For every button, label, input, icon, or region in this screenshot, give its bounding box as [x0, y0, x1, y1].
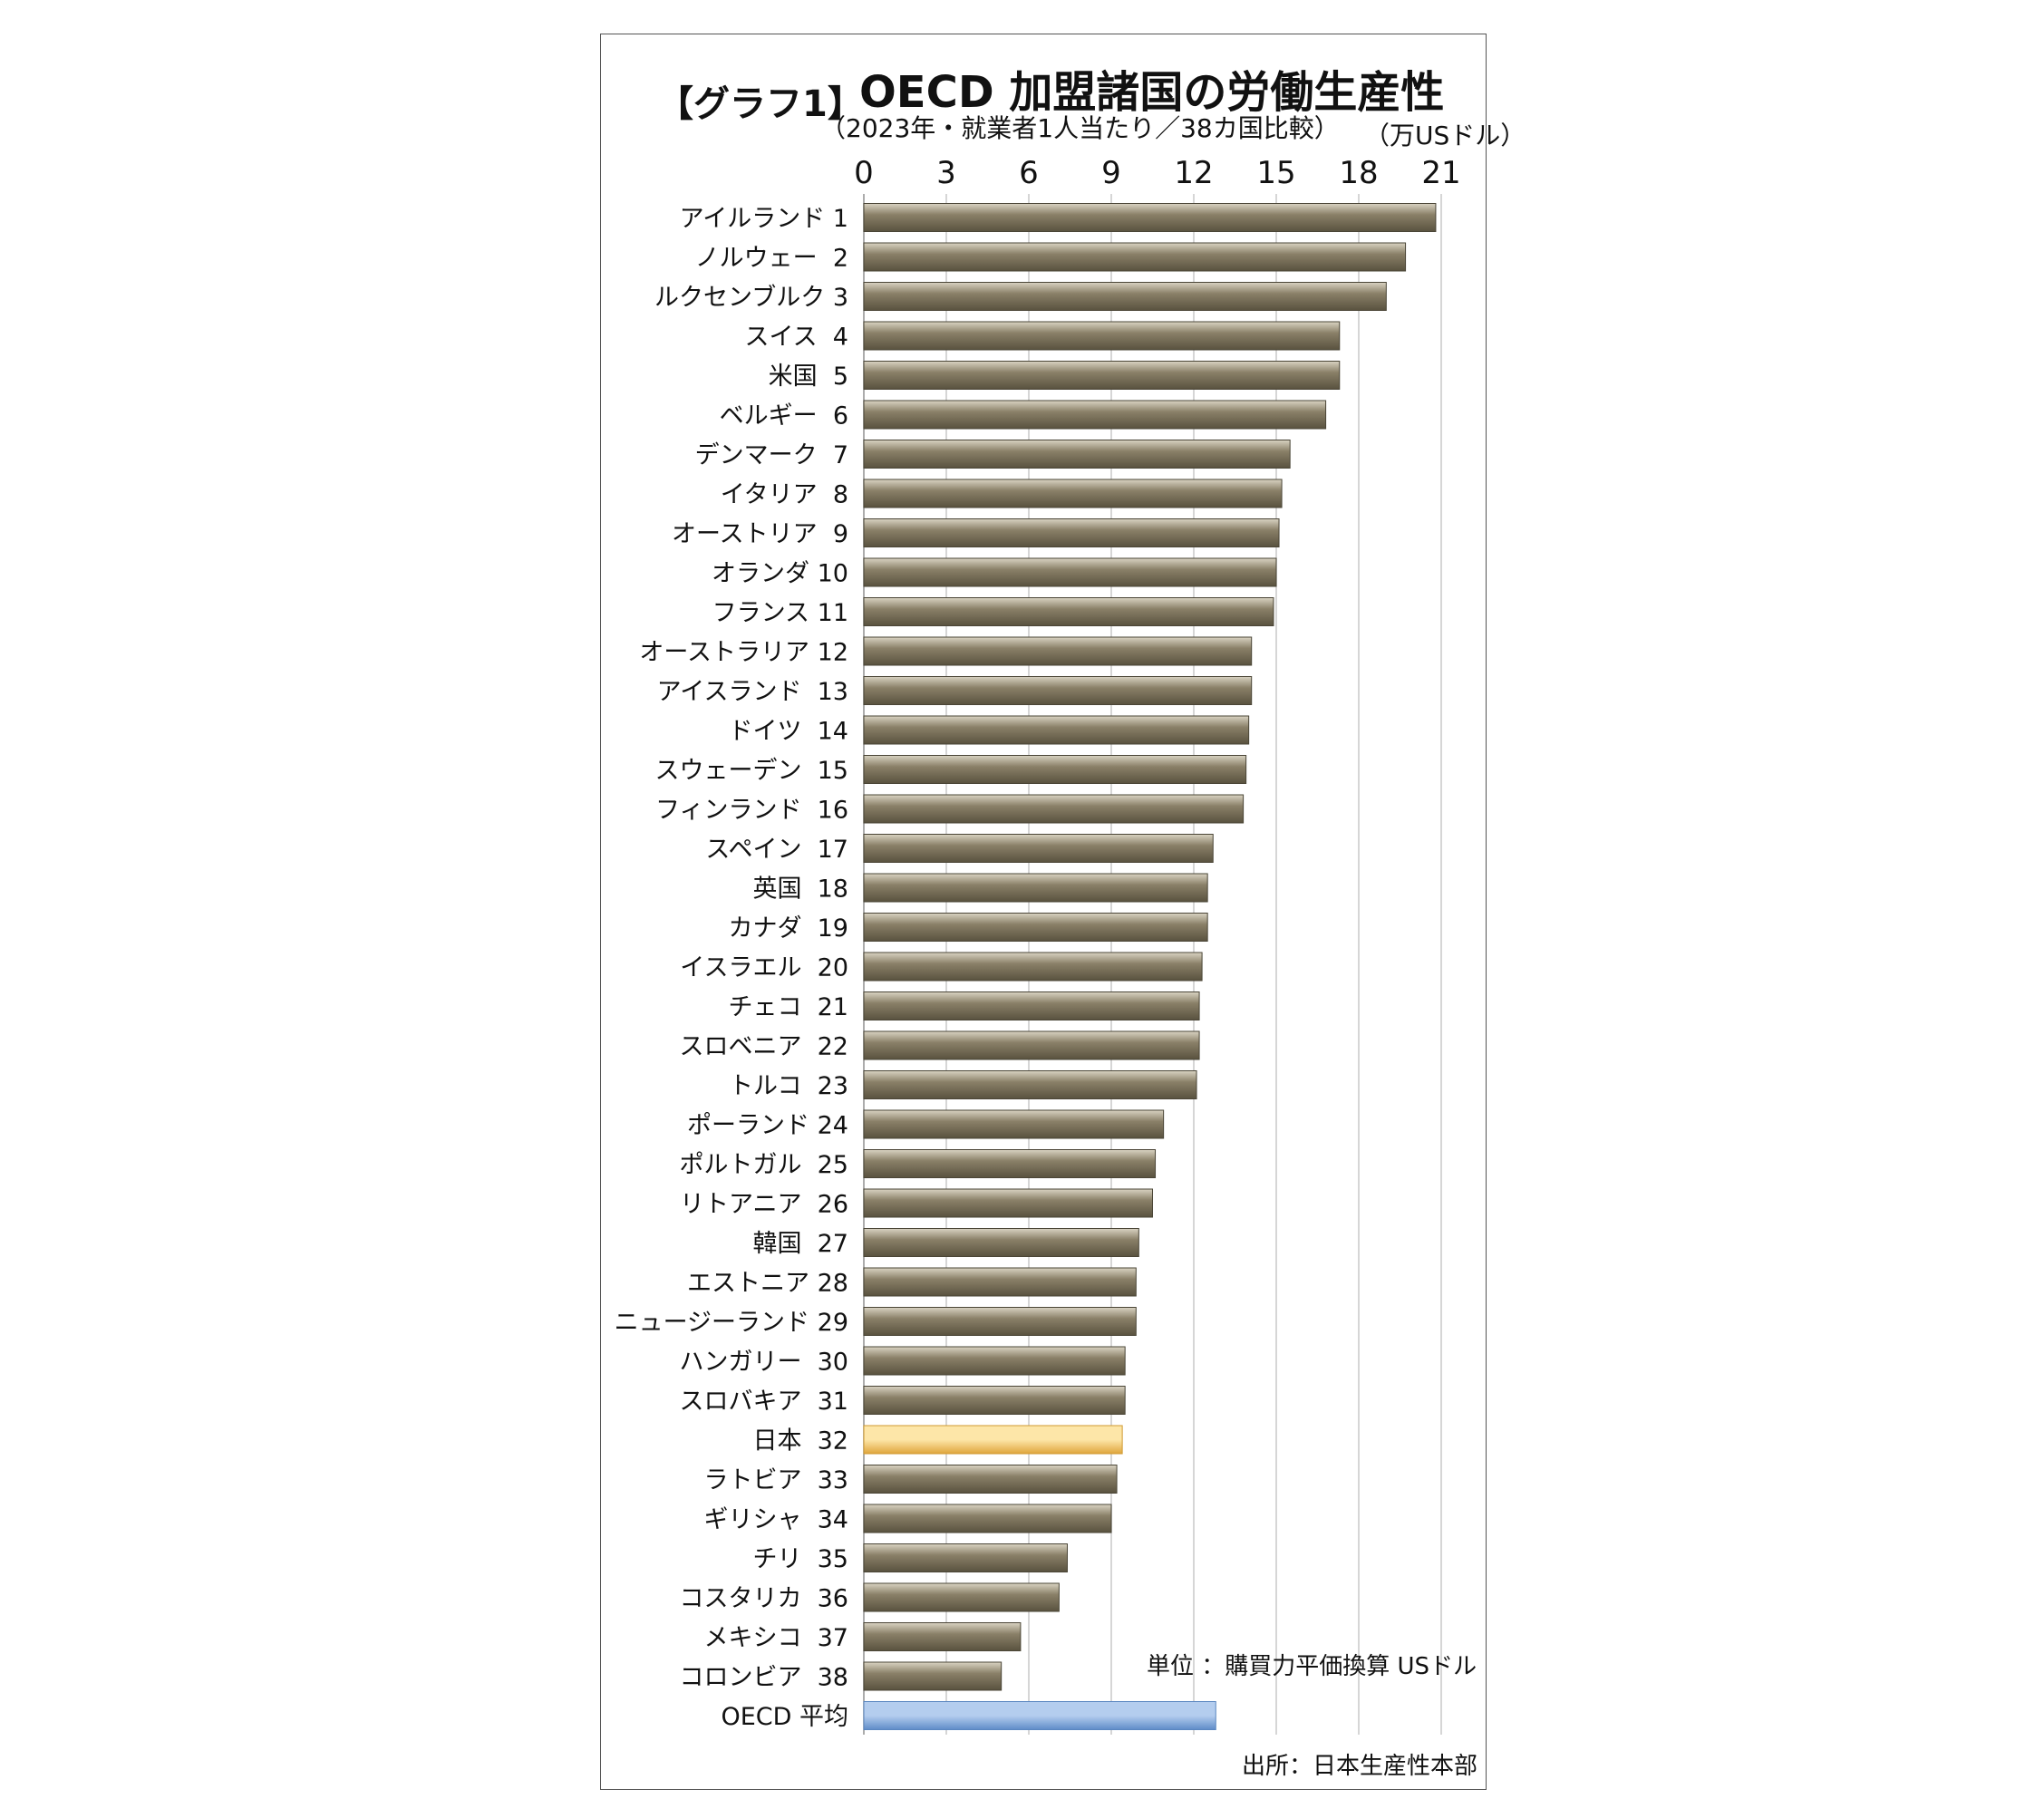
bar	[863, 203, 1437, 232]
bar	[863, 282, 1387, 311]
bar	[863, 1622, 1022, 1651]
bar	[863, 321, 1341, 351]
bar	[863, 1030, 1200, 1060]
bar	[863, 557, 1277, 587]
category-label: スイス 4	[744, 324, 848, 352]
category-label: アイルランド 1	[680, 205, 848, 233]
x-tick-label: 3	[936, 155, 956, 191]
category-label: スウェーデン 15	[654, 757, 848, 785]
bar	[863, 242, 1407, 272]
category-label: OECD 平均	[721, 1703, 848, 1731]
bar	[863, 479, 1283, 508]
category-label: ポルトガル 25	[679, 1151, 848, 1179]
category-label: ポーランド 24	[687, 1112, 848, 1140]
category-label: コスタリカ 36	[679, 1585, 848, 1613]
bar	[863, 715, 1250, 745]
x-tick-label: 15	[1256, 155, 1295, 191]
bar	[863, 1582, 1060, 1612]
category-label: 韓国 27	[752, 1230, 848, 1258]
category-label: ルクセンブルク 3	[654, 284, 848, 312]
x-tick-label: 21	[1421, 155, 1460, 191]
category-label: オーストリア 9	[672, 520, 848, 548]
bar	[863, 440, 1291, 469]
bar	[863, 913, 1208, 942]
category-label: ハンガリー 30	[679, 1349, 848, 1377]
bar	[863, 518, 1280, 547]
bar	[863, 597, 1274, 626]
bar	[863, 1465, 1118, 1494]
x-tick-label: 6	[1019, 155, 1039, 191]
category-label: エストニア 28	[687, 1270, 848, 1298]
bar	[863, 1228, 1139, 1257]
category-label: ニュージーランド 29	[615, 1309, 848, 1337]
category-label: ラトビア 33	[703, 1466, 848, 1494]
bar-oecd-average	[863, 1701, 1216, 1730]
bar	[863, 755, 1247, 784]
bar-japan	[863, 1425, 1123, 1455]
category-label: オランダ 10	[712, 560, 848, 588]
category-label: スロベニア 22	[679, 1033, 848, 1061]
bar	[863, 1267, 1137, 1297]
category-label: トルコ 23	[729, 1072, 848, 1100]
bar	[863, 676, 1253, 705]
bar	[863, 1543, 1068, 1572]
category-label: メキシコ 37	[703, 1624, 848, 1652]
category-label: コロンビア 38	[679, 1664, 848, 1692]
bar	[863, 1149, 1157, 1178]
x-tick-label: 18	[1339, 155, 1378, 191]
category-label: アイスランド 13	[657, 678, 848, 706]
bar	[863, 636, 1253, 666]
category-label: ギリシャ 34	[703, 1506, 848, 1534]
category-label: ドイツ 14	[728, 718, 848, 746]
category-label: リトアニア 26	[680, 1191, 848, 1219]
bar	[863, 1109, 1165, 1139]
x-tick-label: 0	[854, 155, 874, 191]
category-label: 日本 32	[752, 1427, 848, 1456]
bar	[863, 1188, 1153, 1218]
category-label: チェコ 21	[728, 993, 848, 1021]
category-label: カナダ 19	[728, 914, 848, 943]
bar	[863, 400, 1327, 430]
bar	[863, 952, 1203, 982]
category-label: イタリア 8	[721, 481, 848, 509]
chart-title: OECD 加盟諸国の労働生産性	[859, 67, 1445, 118]
category-label: イスラエル 20	[680, 954, 848, 982]
bar	[863, 1346, 1126, 1376]
category-label: ベルギー 6	[720, 402, 848, 430]
bar	[863, 991, 1200, 1020]
category-label: スペイン 17	[705, 836, 848, 864]
bar	[863, 1070, 1197, 1099]
x-tick-label: 12	[1174, 155, 1213, 191]
bar	[863, 361, 1341, 390]
x-tick-label: 9	[1101, 155, 1121, 191]
chart-subtitle: （2023年・就業者1人当たり／38カ国比較）	[820, 113, 1340, 143]
category-label: フィンランド 16	[655, 797, 848, 825]
category-label: フランス 11	[712, 599, 848, 627]
source-note: 出所：日本生産性本部	[1242, 1753, 1478, 1780]
bar	[863, 794, 1245, 824]
category-label: デンマーク 7	[695, 441, 848, 469]
category-label: ノルウェー 2	[695, 245, 848, 273]
category-label: チリ 35	[752, 1545, 848, 1573]
bar	[863, 1307, 1137, 1336]
bar	[863, 834, 1214, 863]
axis-unit-label: （万USドル）	[1364, 121, 1526, 150]
bar	[863, 873, 1208, 903]
category-label: オーストラリア 12	[639, 639, 848, 667]
category-label: 英国 18	[752, 875, 848, 904]
category-label: 米国 5	[769, 363, 848, 391]
bar	[863, 1386, 1126, 1415]
bar	[863, 1661, 1003, 1691]
bar	[863, 1504, 1112, 1533]
unit-note: 単位 ：購買力平価換算 USドル	[1147, 1653, 1477, 1680]
category-label: スロバキア 31	[679, 1388, 848, 1416]
figure-tag: 【グラフ1】	[657, 83, 864, 125]
